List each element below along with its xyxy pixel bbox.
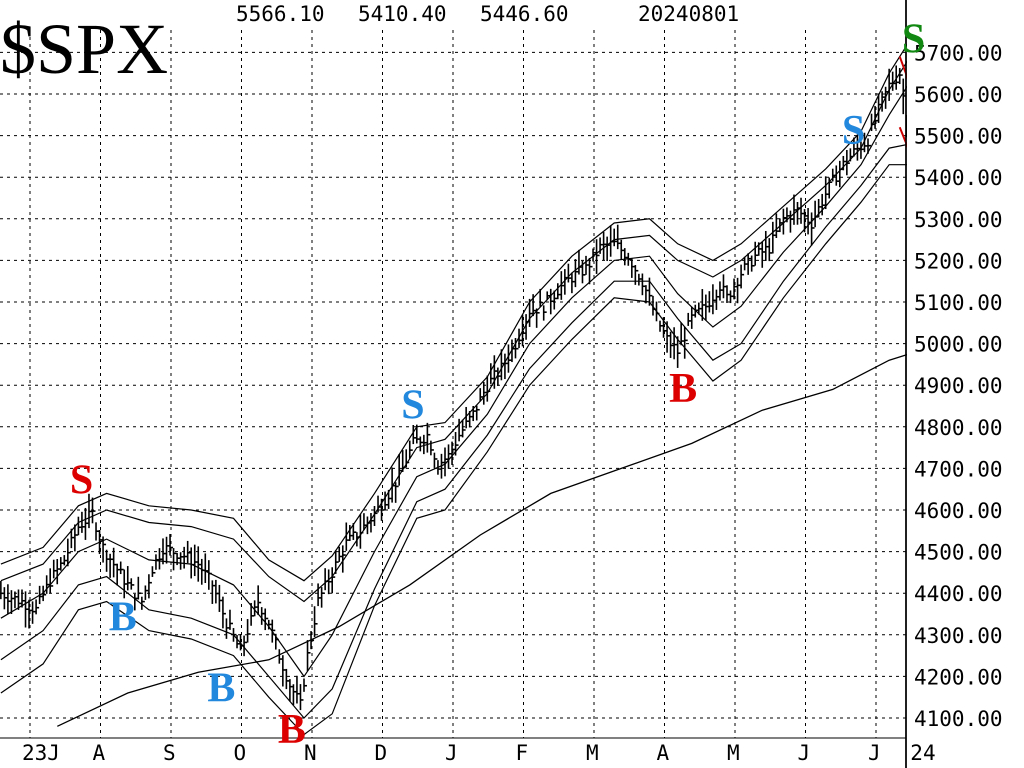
x-tick-label: J: [798, 741, 811, 765]
bollinger-bands: [0, 31, 943, 736]
x-tick-label: N: [304, 741, 317, 765]
moving-average-line: [0, 80, 943, 678]
y-axis-panel: [907, 0, 1024, 768]
x-tick-label: M: [586, 741, 599, 765]
signal-label: S: [70, 457, 93, 503]
upper-band-outer-line: [0, 31, 943, 582]
signal-label: B: [669, 366, 697, 412]
quote-high: 5566.10: [236, 2, 325, 26]
y-tick-label: 5700.00: [914, 41, 1003, 65]
quote-date: 20240801: [638, 2, 739, 26]
price-bars: [0, 65, 942, 711]
y-tick-label: 4700.00: [914, 457, 1003, 481]
y-tick-label: 4600.00: [914, 499, 1003, 523]
x-tick-label: S: [163, 741, 176, 765]
signal-label: B: [278, 707, 306, 753]
x-tick-label: A: [657, 741, 670, 765]
x-tick-label: M: [727, 741, 740, 765]
y-tick-label: 5100.00: [914, 291, 1003, 315]
x-tick-label: 23J: [22, 741, 60, 765]
x-tick-label: 24: [910, 741, 935, 765]
x-axis-labels: 23J A S O N D J F M A M J J 24: [22, 741, 936, 765]
y-tick-label: 4500.00: [914, 541, 1003, 565]
x-tick-label: J: [868, 741, 881, 765]
x-tick-label: O: [234, 741, 247, 765]
y-tick-label: 5600.00: [914, 83, 1003, 107]
y-tick-label: 4900.00: [914, 374, 1003, 398]
y-axis-labels: 4100.00 4200.00 4300.00 4400.00 4500.00 4600.…: [905, 0, 1024, 768]
x-tick-label: J: [445, 741, 458, 765]
y-tick-label: 5500.00: [914, 125, 1003, 149]
ma200-line: [57, 342, 943, 727]
y-tick-label: 5200.00: [914, 249, 1003, 273]
x-tick-label: A: [93, 741, 106, 765]
lower-band-outer-line: [0, 164, 943, 736]
quote-close: 5446.60: [480, 2, 569, 26]
signal-label: S: [902, 16, 925, 62]
y-tick-label: 4300.00: [914, 624, 1003, 648]
upper-band-inner-line: [0, 51, 943, 603]
lower-band-inner-line: [0, 143, 943, 719]
x-tick-label: F: [516, 741, 529, 765]
y-tick-label: 4200.00: [914, 665, 1003, 689]
signal-label: S: [401, 382, 424, 428]
signal-label: S: [842, 108, 865, 154]
quote-low: 5410.40: [358, 2, 447, 26]
x-tick-label: D: [375, 741, 388, 765]
signal-label: B: [109, 595, 137, 641]
y-tick-label: 4800.00: [914, 416, 1003, 440]
y-tick-label: 4400.00: [914, 582, 1003, 606]
y-tick-label: 5300.00: [914, 208, 1003, 232]
y-tick-label: 4100.00: [914, 707, 1003, 731]
ticker-title: $SPX: [0, 9, 168, 89]
y-tick-label: 5400.00: [914, 166, 1003, 190]
signal-label: B: [207, 665, 235, 711]
y-tick-label: 5000.00: [914, 333, 1003, 357]
chart-grid: [0, 0, 907, 768]
